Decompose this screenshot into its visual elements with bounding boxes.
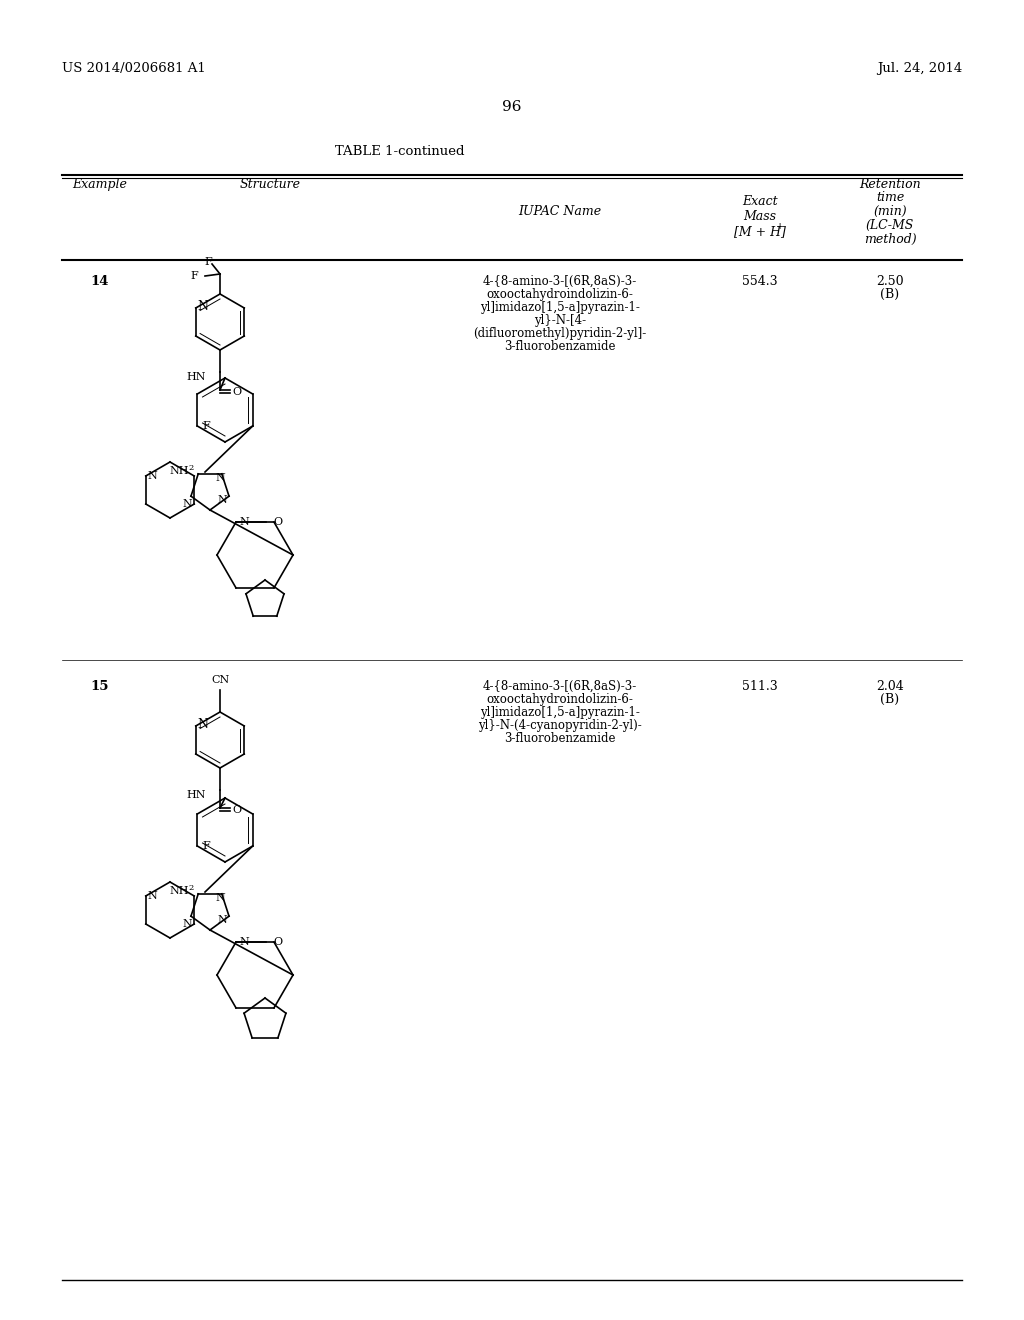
Text: (difluoromethyl)pyridin-2-yl]-: (difluoromethyl)pyridin-2-yl]- [473,327,646,341]
Text: N: N [147,471,158,480]
Text: +: + [776,222,784,231]
Text: F: F [190,271,198,281]
Text: oxooctahydroindolizin-6-: oxooctahydroindolizin-6- [486,693,634,706]
Text: 2: 2 [188,465,194,473]
Text: 3-fluorobenzamide: 3-fluorobenzamide [504,341,615,352]
Text: (min): (min) [873,205,907,218]
Text: N: N [147,891,158,902]
Text: 511.3: 511.3 [742,680,778,693]
Text: N: N [198,718,209,730]
Text: Structure: Structure [240,178,300,191]
Text: 2: 2 [188,884,194,892]
Text: yl}-N-[4-: yl}-N-[4- [534,314,586,327]
Text: NH: NH [170,466,189,477]
Text: Example: Example [73,178,127,191]
Text: N: N [239,937,249,946]
Text: 2.50: 2.50 [877,275,904,288]
Text: 14: 14 [91,275,110,288]
Text: method): method) [863,234,916,246]
Text: (B): (B) [881,288,899,301]
Text: US 2014/0206681 A1: US 2014/0206681 A1 [62,62,206,75]
Text: N: N [217,495,226,506]
Text: F: F [203,841,210,851]
Text: Exact: Exact [742,195,778,209]
Text: 2.04: 2.04 [877,680,904,693]
Text: N: N [239,517,249,527]
Text: N: N [182,499,193,510]
Text: (LC-MS: (LC-MS [866,219,914,232]
Text: (B): (B) [881,693,899,706]
Text: IUPAC Name: IUPAC Name [518,205,601,218]
Text: 554.3: 554.3 [742,275,778,288]
Text: O: O [273,517,283,527]
Text: F: F [203,421,210,432]
Text: N: N [217,915,226,925]
Text: N: N [182,919,193,929]
Text: oxooctahydroindolizin-6-: oxooctahydroindolizin-6- [486,288,634,301]
Text: O: O [232,805,241,814]
Text: time: time [876,191,904,205]
Text: yl]imidazo[1,5-a]pyrazin-1-: yl]imidazo[1,5-a]pyrazin-1- [480,301,640,314]
Text: Retention: Retention [859,178,921,191]
Text: yl}-N-(4-cyanopyridin-2-yl)-: yl}-N-(4-cyanopyridin-2-yl)- [478,719,642,733]
Text: Jul. 24, 2014: Jul. 24, 2014 [877,62,962,75]
Text: N: N [215,473,224,483]
Text: NH: NH [170,886,189,896]
Text: HN: HN [186,789,206,800]
Text: 15: 15 [91,680,110,693]
Text: N: N [215,894,224,903]
Text: N: N [198,300,209,313]
Text: 96: 96 [502,100,522,114]
Text: Mass: Mass [743,210,776,223]
Text: O: O [273,937,283,946]
Text: 4-{8-amino-3-[(6R,8aS)-3-: 4-{8-amino-3-[(6R,8aS)-3- [483,680,637,693]
Text: TABLE 1-continued: TABLE 1-continued [335,145,465,158]
Text: [M + H]: [M + H] [734,224,786,238]
Text: CN: CN [211,675,229,685]
Text: F: F [204,257,212,267]
Text: HN: HN [186,372,206,381]
Text: O: O [232,387,241,397]
Text: 4-{8-amino-3-[(6R,8aS)-3-: 4-{8-amino-3-[(6R,8aS)-3- [483,275,637,288]
Text: 3-fluorobenzamide: 3-fluorobenzamide [504,733,615,744]
Text: yl]imidazo[1,5-a]pyrazin-1-: yl]imidazo[1,5-a]pyrazin-1- [480,706,640,719]
